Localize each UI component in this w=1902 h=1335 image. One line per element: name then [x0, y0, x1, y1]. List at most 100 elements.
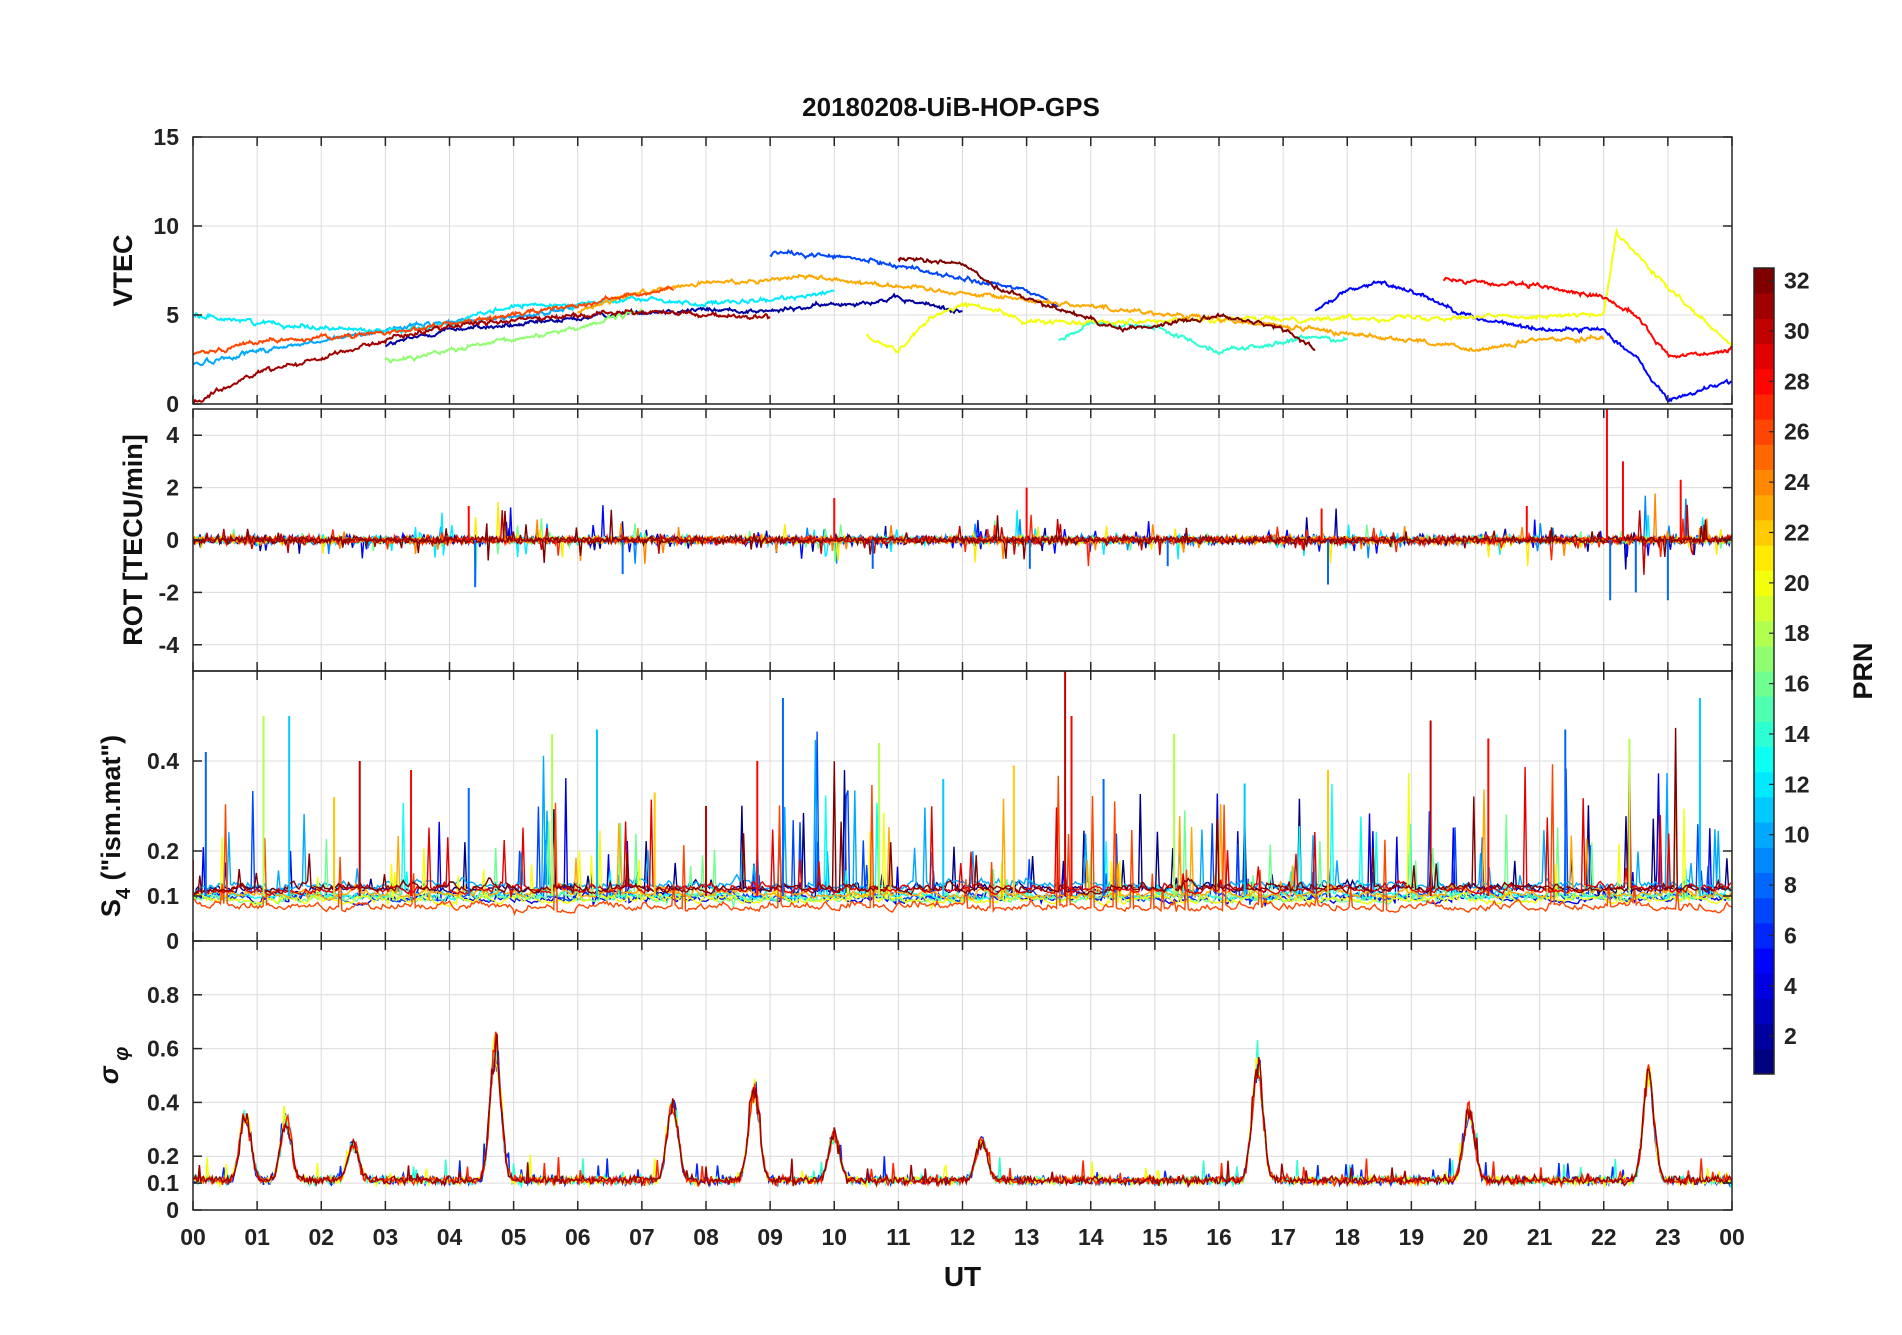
chart-title: 20180208-UiB-HOP-GPS	[802, 92, 1100, 122]
colorbar-tick-label: 16	[1784, 671, 1810, 697]
colorbar-frame	[1753, 267, 1775, 1075]
vtec-line-prn-28	[1442, 276, 1732, 359]
colorbar-swatch	[1754, 469, 1774, 496]
colorbar-tick-label: 10	[1784, 822, 1810, 848]
y-tick-label: 0.2	[147, 838, 179, 864]
y-tick-label: 2	[166, 475, 179, 501]
colorbar-swatch	[1754, 897, 1774, 924]
colorbar-swatch	[1754, 419, 1774, 445]
colorbar-tick-label: 20	[1784, 570, 1810, 596]
y-tick-label: 4	[166, 422, 179, 448]
panel-ROT: -4 -2 0 2 4	[159, 408, 1733, 672]
colorbar-tick-label: 8	[1784, 872, 1797, 898]
rot-line-prn-32	[193, 509, 1732, 563]
series-group-VTEC	[193, 227, 1732, 404]
colorbar-swatch	[1754, 822, 1774, 848]
vtec-line-prn-14	[1058, 320, 1348, 356]
colorbar-swatch	[1754, 796, 1774, 823]
y-tick-label: 0.8	[147, 982, 179, 1008]
colorbar-tick-label: 18	[1784, 620, 1810, 646]
colorbar-swatch	[1754, 318, 1774, 345]
x-tick-label: 03	[373, 1224, 399, 1250]
colorbar-swatch	[1754, 494, 1774, 521]
x-tick-label: 13	[1014, 1224, 1040, 1250]
x-tick-label: 17	[1270, 1224, 1296, 1250]
colorbar-swatch	[1754, 696, 1774, 722]
y-tick-label: -2	[159, 579, 179, 605]
x-tick-label: 10	[821, 1224, 847, 1250]
y-tick-label: 15	[153, 124, 179, 150]
x-tick-label: 00	[1719, 1224, 1745, 1250]
y-tick-label: 0	[166, 391, 179, 417]
x-tick-label: 05	[501, 1224, 527, 1250]
y-tick-label: 5	[166, 302, 179, 328]
vtec-line-prn-23	[577, 273, 1605, 353]
colorbar-tick-label: 32	[1784, 268, 1810, 294]
colorbar-swatch	[1754, 570, 1774, 596]
x-tick-label: 12	[950, 1224, 976, 1250]
y-ticks-sigma_phi: 00.10.2 0.4 0.6 0.8	[147, 941, 1733, 1223]
colorbar-swatch	[1754, 620, 1774, 647]
y-tick-label: 0.2	[147, 1143, 179, 1169]
panel-S4: 0 0.1 0.2 0.4	[147, 670, 1733, 954]
y-axis-label-rot: ROT [TECU/min]	[118, 434, 148, 645]
y-ticks-VTEC: 0 5 10 15	[153, 124, 1733, 417]
x-tick-label: 02	[308, 1224, 334, 1250]
x-tick-label: 00	[180, 1224, 206, 1250]
colorbar-tick-label: 28	[1784, 368, 1810, 394]
colorbar-swatch	[1754, 519, 1774, 546]
s4-line-prn-26	[193, 764, 1732, 917]
series-group-ROT	[193, 409, 1732, 601]
colorbar-swatch	[1754, 948, 1774, 974]
series-group-S4	[193, 671, 1732, 917]
colorbar-swatch	[1754, 746, 1774, 773]
colorbar-tick-label: 2	[1784, 1023, 1797, 1049]
y-axis-label-s4: S4 ("ism.mat")	[96, 735, 135, 917]
colorbar-swatch	[1754, 998, 1774, 1025]
colorbar-tick-label: 14	[1784, 721, 1810, 747]
series-group-sigma_phi	[193, 1031, 1732, 1189]
x-tick-label: 15	[1142, 1224, 1168, 1250]
x-axis-label: UT	[944, 1261, 981, 1292]
y-axis-label-vtec: VTEC	[108, 234, 138, 306]
panel-VTEC: 0 5 10 15	[153, 124, 1733, 417]
y-tick-label: 0.4	[147, 1089, 179, 1115]
vtec-line-prn-31	[193, 308, 771, 404]
colorbar-swatch	[1754, 393, 1774, 420]
colorbar-swatch	[1754, 595, 1774, 622]
y-tick-label: 0	[166, 928, 179, 954]
colorbar-swatch	[1754, 671, 1774, 697]
colorbar-swatch	[1754, 545, 1774, 571]
y-tick-label: 0.4	[147, 748, 179, 774]
colorbar-swatch	[1754, 293, 1774, 319]
colorbar-swatch	[1754, 847, 1774, 873]
vtec-line-prn-17	[384, 307, 643, 364]
vtec-line-prn-20	[866, 227, 1732, 354]
colorbar-swatch	[1754, 268, 1774, 294]
x-tick-label: 08	[693, 1224, 719, 1250]
sigma-phi-line-prn-31	[193, 1033, 1732, 1189]
y-tick-label: 0	[166, 1197, 179, 1223]
colorbar-tick-label: 4	[1784, 973, 1797, 999]
colorbar-swatch	[1754, 645, 1774, 672]
colorbar-swatch	[1754, 1023, 1774, 1050]
colorbar-label: PRN	[1848, 642, 1878, 699]
s4-line-prn-29	[193, 750, 1732, 898]
vtec-line-prn-7	[769, 248, 1059, 308]
x-tick-label: 11	[886, 1224, 911, 1250]
s4-line-prn-32	[193, 727, 1732, 896]
grid-VTEC	[192, 136, 1733, 405]
colorbar-swatch	[1754, 721, 1774, 748]
vtec-line-prn-26	[193, 285, 674, 356]
y-tick-label: 0.1	[147, 883, 179, 909]
y-ticks-ROT: -4 -2 0 2 4	[159, 409, 1733, 671]
y-tick-label: 0.6	[147, 1036, 179, 1062]
colorbar-tick-label: 6	[1784, 922, 1797, 948]
colorbar-swatch	[1754, 872, 1774, 899]
x-tick-label: 18	[1334, 1224, 1360, 1250]
colorbar-swatch	[1754, 368, 1774, 395]
colorbar-swatch	[1754, 973, 1774, 999]
